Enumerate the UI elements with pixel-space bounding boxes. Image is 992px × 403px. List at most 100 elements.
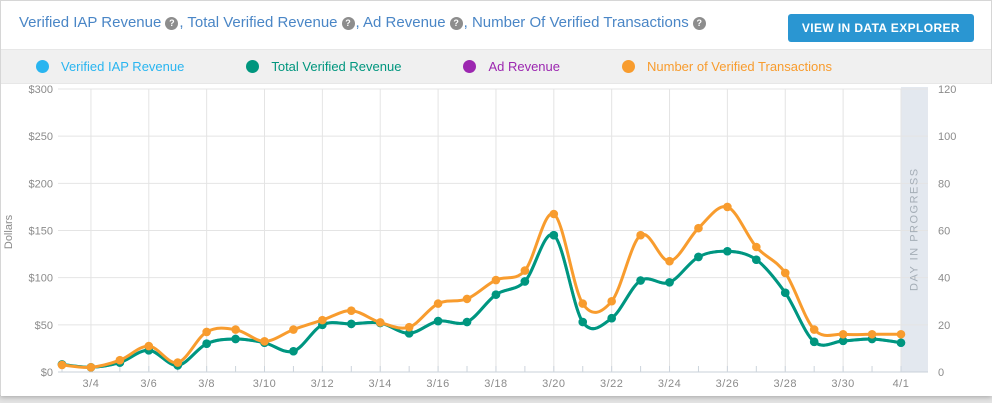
legend-dot-icon (463, 60, 477, 73)
legend-item-label: Total Verified Revenue (271, 59, 402, 74)
help-icon[interactable]: ? (165, 17, 179, 30)
x-axis-tick-label: 3/26 (716, 378, 739, 390)
data-point-number-of-verified-transactions[interactable] (723, 202, 732, 212)
data-point-number-of-verified-transactions[interactable] (578, 299, 588, 308)
data-point-number-of-verified-transactions[interactable] (867, 329, 877, 339)
x-axis-tick-label: 3/24 (658, 378, 681, 390)
data-point-total-verified-revenue[interactable] (694, 252, 703, 262)
title-metric: Number Of Verified Transactions (471, 14, 689, 31)
data-point-number-of-verified-transactions[interactable] (780, 268, 790, 278)
left-axis-tick-label: $150 (29, 226, 53, 238)
title-separator: , (355, 14, 364, 31)
legend-item-verified-iap-revenue[interactable]: Verified IAP Revenue (36, 59, 184, 74)
data-point-number-of-verified-transactions[interactable] (231, 325, 240, 334)
data-point-number-of-verified-transactions[interactable] (289, 325, 298, 334)
data-point-total-verified-revenue[interactable] (549, 230, 559, 240)
title-separator: , (463, 14, 472, 31)
x-axis-tick-label: 3/4 (83, 378, 100, 390)
data-point-number-of-verified-transactions[interactable] (433, 299, 443, 308)
data-point-number-of-verified-transactions[interactable] (144, 341, 154, 351)
x-axis-tick-label: 3/20 (542, 378, 565, 390)
data-point-number-of-verified-transactions[interactable] (607, 296, 616, 306)
left-axis-tick-label: $100 (29, 273, 53, 285)
data-point-number-of-verified-transactions[interactable] (462, 294, 472, 304)
data-point-total-verified-revenue[interactable] (723, 246, 732, 256)
data-point-number-of-verified-transactions[interactable] (752, 242, 761, 252)
view-in-data-explorer-button[interactable]: VIEW IN DATA EXPLORER (787, 14, 974, 42)
chart-legend: Verified IAP Revenue Total Verified Reven… (1, 49, 991, 84)
legend-item-number-of-verified-transactions[interactable]: Number of Verified Transactions (622, 59, 832, 74)
data-point-number-of-verified-transactions[interactable] (404, 322, 414, 332)
data-point-number-of-verified-transactions[interactable] (549, 209, 559, 219)
left-axis-tick-label: $0 (41, 367, 53, 379)
data-point-number-of-verified-transactions[interactable] (838, 329, 848, 339)
data-point-number-of-verified-transactions[interactable] (491, 275, 501, 285)
data-point-number-of-verified-transactions[interactable] (260, 337, 269, 346)
data-point-number-of-verified-transactions[interactable] (896, 329, 906, 339)
data-point-total-verified-revenue[interactable] (231, 334, 240, 344)
title-metric: Total Verified Revenue (187, 14, 338, 31)
data-point-total-verified-revenue[interactable] (838, 336, 848, 346)
data-point-number-of-verified-transactions[interactable] (665, 256, 674, 266)
title-metric: Ad Revenue (363, 14, 446, 31)
card-header: Verified IAP Revenue?, Total Verified Re… (1, 1, 991, 49)
data-point-number-of-verified-transactions[interactable] (57, 360, 67, 370)
data-point-number-of-verified-transactions[interactable] (375, 318, 385, 327)
x-axis-tick-label: 3/30 (831, 378, 854, 390)
data-point-total-verified-revenue[interactable] (347, 319, 356, 329)
data-point-total-verified-revenue[interactable] (289, 346, 298, 356)
line-chart[interactable]: 3/4 3/6 3/8 3/10 3/12 3/14 3/16 3/18 3/20 3/22 3/2… (1, 84, 992, 396)
legend-item-ad-revenue[interactable]: Ad Revenue (463, 59, 560, 74)
data-point-total-verified-revenue[interactable] (752, 255, 761, 265)
right-axis-tick-label: 100 (938, 131, 956, 143)
data-point-number-of-verified-transactions[interactable] (809, 325, 819, 334)
help-icon[interactable]: ? (692, 17, 706, 30)
legend-dot-icon (36, 60, 49, 73)
data-point-number-of-verified-transactions[interactable] (318, 315, 327, 325)
data-point-number-of-verified-transactions[interactable] (86, 362, 96, 372)
right-axis-tick-label: 40 (938, 273, 950, 285)
data-point-number-of-verified-transactions[interactable] (694, 223, 703, 233)
x-axis-tick-label: 3/10 (253, 378, 276, 390)
x-axis-tick-label: 3/18 (484, 378, 507, 390)
data-point-number-of-verified-transactions[interactable] (115, 355, 125, 365)
data-point-number-of-verified-transactions[interactable] (173, 358, 183, 367)
day-in-progress-label: DAY IN PROGRESS (908, 167, 921, 291)
help-icon[interactable]: ? (449, 17, 463, 30)
help-icon[interactable]: ? (341, 17, 355, 30)
series-line-total-verified-revenue (60, 233, 903, 369)
legend-dot-icon (246, 60, 260, 73)
x-axis-tick-label: 4/1 (893, 378, 910, 390)
right-axis-tick-label: 60 (938, 226, 950, 238)
data-point-total-verified-revenue[interactable] (636, 276, 645, 285)
data-point-total-verified-revenue[interactable] (665, 278, 674, 287)
left-axis-tick-label: $200 (29, 178, 53, 190)
series-line-verified-iap-revenue (60, 233, 903, 369)
data-point-total-verified-revenue[interactable] (491, 290, 501, 299)
data-point-total-verified-revenue[interactable] (433, 316, 443, 326)
data-point-total-verified-revenue[interactable] (462, 317, 472, 327)
legend-item-total-verified-revenue[interactable]: Total Verified Revenue (246, 59, 401, 74)
x-axis-tick-label: 3/16 (426, 378, 449, 390)
right-axis-tick-label: 80 (938, 178, 950, 190)
data-point-total-verified-revenue[interactable] (202, 339, 211, 348)
data-point-total-verified-revenue[interactable] (809, 337, 819, 347)
title-separator: , (179, 14, 188, 31)
data-point-number-of-verified-transactions[interactable] (636, 230, 645, 240)
right-axis-tick-label: 0 (938, 367, 944, 379)
data-point-total-verified-revenue[interactable] (896, 338, 906, 348)
data-point-total-verified-revenue[interactable] (780, 288, 790, 298)
left-axis-tick-label: $50 (35, 320, 53, 332)
data-point-total-verified-revenue[interactable] (404, 329, 414, 338)
left-axis-tick-label: $300 (29, 84, 53, 96)
data-point-total-verified-revenue[interactable] (578, 317, 588, 327)
data-point-number-of-verified-transactions[interactable] (520, 266, 530, 275)
data-point-number-of-verified-transactions[interactable] (347, 306, 356, 315)
data-point-total-verified-revenue[interactable] (520, 277, 530, 286)
data-point-number-of-verified-transactions[interactable] (202, 327, 211, 337)
legend-item-label: Ad Revenue (488, 59, 560, 74)
legend-item-label: Verified IAP Revenue (61, 59, 185, 74)
data-point-total-verified-revenue[interactable] (607, 313, 616, 323)
page-title: Verified IAP Revenue?, Total Verified Re… (19, 14, 707, 31)
